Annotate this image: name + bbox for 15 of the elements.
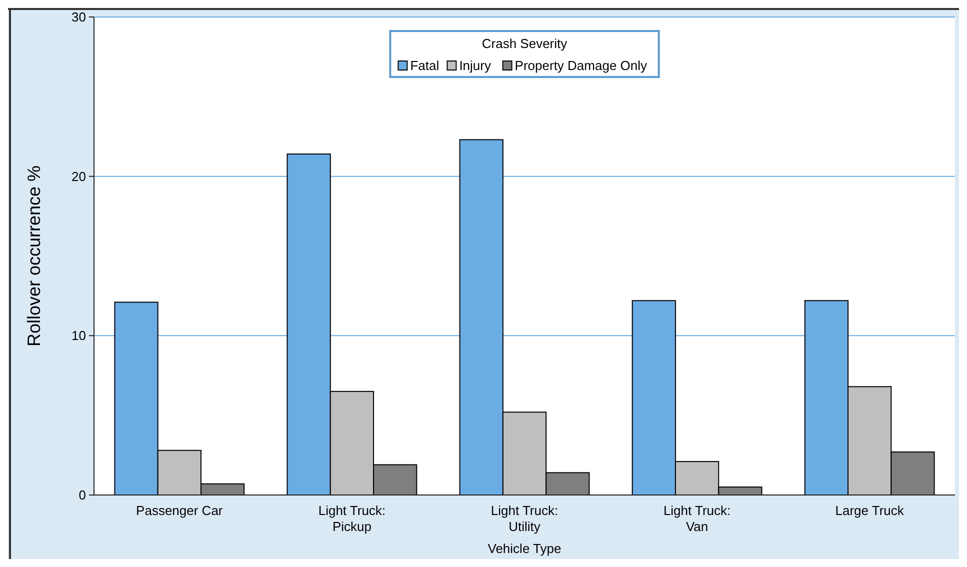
- x-tick-label: Light Truck: Utility: [490, 503, 558, 534]
- x-tick-label: Light Truck: Pickup: [318, 503, 386, 534]
- legend-label: Injury: [459, 58, 492, 73]
- y-axis-title: Rollover occurrence %: [24, 165, 44, 347]
- x-tick-label: Large Truck: [835, 503, 904, 518]
- legend-title: Crash Severity: [482, 36, 568, 51]
- legend-label: Fatal: [410, 58, 440, 73]
- legend-label: Property Damage Only: [514, 58, 648, 73]
- x-tick-label: Light Truck: Van: [663, 503, 731, 534]
- x-tick-label: Passenger Car: [136, 503, 224, 518]
- y-tick-label: 10: [72, 328, 86, 344]
- y-tick-label: 30: [72, 10, 86, 25]
- y-tick-label: 0: [78, 488, 86, 503]
- x-axis-title: Vehicle Type: [488, 541, 562, 556]
- y-tick-label: 20: [72, 168, 86, 184]
